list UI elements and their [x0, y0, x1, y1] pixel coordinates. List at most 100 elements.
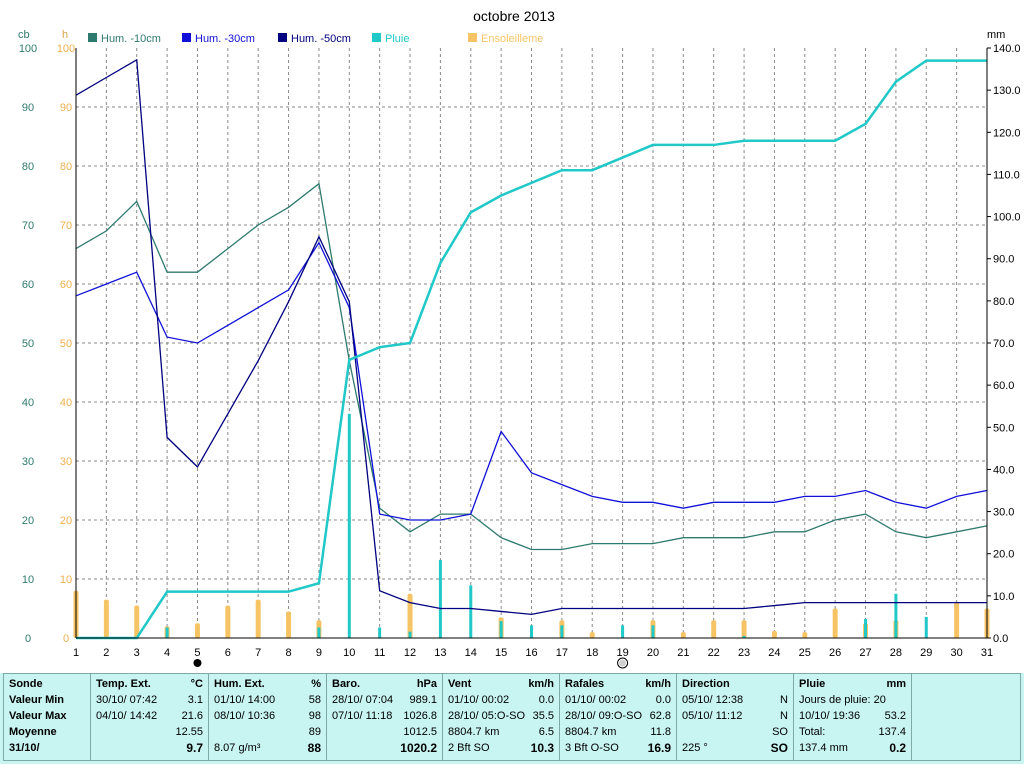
dir-min-value: N [780, 694, 788, 706]
rain-header: Pluie [799, 678, 826, 690]
chart-ticks: 1 2 3 4 5 6 7 8 9 10 11 12 13 14 15 16 17 18 19 20 21 22 23 24 2… [19, 43, 1021, 659]
daily-rain-bar [469, 585, 473, 638]
summary-col-wind: Vent km/h 01/10/ 00:02 0.0 28/10/ 05:O-SO 3… [443, 674, 560, 760]
chart-lines [75, 58, 988, 640]
y-right-tick-label: 100.0 [993, 212, 1021, 224]
dir-max-value: N [780, 710, 788, 722]
y-left-tick-label-cb: 50 [22, 338, 34, 350]
wind-max-value: 35.5 [532, 710, 554, 722]
legend-label: Ensoleilleme [481, 33, 543, 45]
daily-rain-bar [408, 631, 412, 638]
summary-col-rain: Pluie mm Jours de pluie: 20 10/10/ 19:36 5… [794, 674, 912, 760]
summary-col-humidity: Hum. Ext.% 01/10/ 14:00 58 08/10/ 10:36 98… [209, 674, 327, 760]
legend-swatch [88, 33, 97, 42]
x-tick-label: 23 [738, 647, 750, 659]
x-tick-label: 29 [920, 647, 932, 659]
y-right-tick-label: 80.0 [993, 296, 1014, 308]
hum-header: Hum. Ext. [214, 678, 265, 690]
hum-max-date: 08/10/ 10:36 [214, 710, 276, 722]
gust-distance: 8804.7 km [565, 726, 617, 738]
rain-max-date: 10/10/ 19:36 [799, 710, 861, 722]
summary-col-baro: Baro. hPa 28/10/ 07:04 989.1 07/10/ 11:18 1… [327, 674, 443, 760]
y-left-tick-label-cb: 0 [25, 633, 31, 645]
x-tick-label: 18 [586, 647, 598, 659]
legend-swatch [278, 33, 287, 42]
x-tick-label: 27 [859, 647, 871, 659]
daily-rain-bar [894, 593, 898, 638]
full-moon-fill [619, 659, 627, 667]
y-left-tick-label-cb: 90 [22, 102, 34, 114]
legend-label: Hum. -50cm [291, 33, 351, 45]
sunshine-bar [194, 623, 200, 638]
dir-current-value: SO [770, 741, 788, 755]
x-tick-label: 8 [286, 647, 292, 659]
chart-bars [73, 413, 990, 638]
legend-label: Pluie [385, 33, 409, 45]
baro-current-value: 1020.2 [400, 741, 437, 755]
y-left-tick-label-cb: 60 [22, 279, 34, 291]
temp-max-value: 21.6 [181, 710, 203, 722]
baro-unit: hPa [416, 678, 437, 690]
temp-current-value: 9.7 [186, 741, 203, 755]
y-left-tick-label-cb: 10 [22, 574, 34, 586]
legend-swatch [372, 33, 381, 42]
y-right-tick-label: 40.0 [993, 464, 1014, 476]
y-right-tick-label: 90.0 [993, 254, 1014, 266]
summary-col-temp: Temp. Ext. °C 30/10/ 07:42 3.1 04/10/ 14:4… [91, 674, 209, 760]
x-tick-label: 3 [134, 647, 140, 659]
baro-max-date: 07/10/ 11:18 [332, 710, 393, 722]
y-left-tick-label-cb: 40 [22, 397, 34, 409]
left-axis-unit-h: h [62, 29, 68, 41]
y-left-tick-label-cb: 70 [22, 220, 34, 232]
sunshine-bar [711, 620, 717, 638]
x-tick-label: 9 [316, 647, 322, 659]
rain-max-value: 53.2 [884, 710, 906, 722]
label-moyenne: Moyenne [9, 726, 57, 738]
legend-swatch [182, 33, 191, 42]
wind-min-value: 0.0 [538, 694, 554, 706]
y-right-tick-label: 50.0 [993, 422, 1014, 434]
y-left-tick-label-h: 80 [60, 161, 72, 173]
daily-rain-bar [530, 625, 533, 638]
wind-unit: km/h [528, 678, 554, 690]
legend-label: Hum. -30cm [195, 33, 255, 45]
series-line-hum-50cm [75, 58, 987, 616]
x-tick-label: 21 [677, 647, 689, 659]
daily-rain-bar [378, 627, 382, 638]
x-tick-label: 22 [708, 647, 720, 659]
label-date: 31/10/ [9, 742, 40, 754]
summary-panel: Sonde Valeur Min Valeur Max Moyenne 31/1… [0, 673, 1024, 764]
gust-beaufort: 3 Bft O-SO [565, 742, 619, 754]
x-tick-label: 30 [951, 647, 963, 659]
sunshine-bar [225, 605, 231, 638]
x-tick-label: 2 [103, 647, 109, 659]
rain-total-label: Total: [799, 726, 826, 738]
y-right-tick-label: 120.0 [993, 127, 1021, 139]
daily-rain-bar [742, 635, 746, 638]
baro-max-value: 1026.8 [403, 710, 437, 722]
x-tick-label: 20 [647, 647, 659, 659]
x-tick-label: 6 [225, 647, 231, 659]
legend-label: Hum. -10cm [101, 33, 161, 45]
label-valeur-min: Valeur Min [9, 694, 65, 706]
y-right-tick-label: 30.0 [993, 507, 1014, 519]
baro-min-date: 28/10/ 07:04 [332, 694, 394, 706]
x-tick-label: 25 [799, 647, 811, 659]
x-tick-label: 12 [404, 647, 416, 659]
x-tick-label: 7 [255, 647, 261, 659]
gust-min-value: 0.0 [655, 694, 671, 706]
rain-total-value: 137.4 [878, 726, 906, 738]
daily-rain-bar [651, 625, 655, 638]
y-left-tick-label-cb: 80 [22, 161, 34, 173]
y-left-tick-label-h: 90 [60, 102, 72, 114]
chart-legend: Hum. -10cm Hum. -30cm Hum. -50cm Pluie Ensol… [88, 33, 543, 45]
y-right-tick-label: 130.0 [993, 85, 1021, 97]
temp-min-value: 3.1 [187, 694, 203, 706]
sunshine-bar [255, 599, 261, 638]
gust-unit: km/h [645, 678, 671, 690]
gust-mean-value: 11.8 [650, 726, 671, 738]
wind-min-date: 01/10/ 00:02 [448, 694, 510, 706]
x-tick-label: 1 [73, 647, 79, 659]
wind-header: Vent [448, 678, 472, 690]
dir-degrees: 225 ° [682, 742, 708, 754]
